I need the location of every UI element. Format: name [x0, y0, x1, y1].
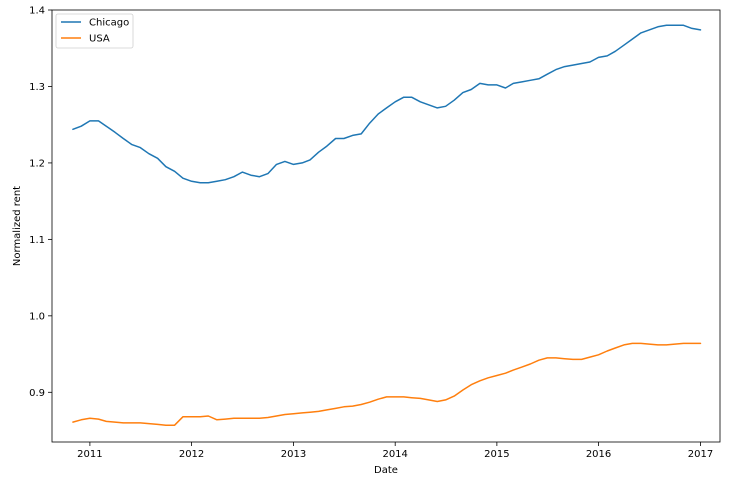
y-axis-label: Normalized rent — [12, 186, 23, 266]
x-tick-label: 2011 — [77, 449, 102, 460]
y-tick-label: 1.2 — [29, 158, 45, 169]
y-tick-label: 1.3 — [29, 82, 45, 93]
legend-label-chicago: Chicago — [89, 18, 129, 29]
legend-label-usa: USA — [89, 34, 110, 45]
x-tick-label: 2012 — [179, 449, 204, 460]
series-layer — [72, 24, 702, 426]
legend: Chicago USA — [55, 13, 134, 49]
y-tick-label: 0.9 — [29, 388, 45, 399]
x-tick-label: 2016 — [586, 449, 611, 460]
x-tick-label: 2017 — [688, 449, 713, 460]
x-tick-label: 2015 — [484, 449, 509, 460]
series-line-usa — [72, 342, 702, 426]
plot-frame — [51, 9, 721, 443]
x-tick-label: 2013 — [281, 449, 306, 460]
y-tick-label: 1.1 — [29, 235, 45, 246]
y-tick-label: 1.4 — [29, 6, 45, 17]
x-tick-label: 2014 — [382, 449, 407, 460]
y-axis: 0.9 1.0 1.1 1.2 1.3 1.4 — [29, 6, 52, 399]
x-axis-label: Date — [374, 465, 398, 476]
plot-area — [51, 9, 721, 443]
series-line-chicago — [72, 24, 702, 184]
x-axis: 2011 2012 2013 2014 2015 2016 2017 — [77, 442, 713, 460]
y-tick-label: 1.0 — [29, 311, 45, 322]
